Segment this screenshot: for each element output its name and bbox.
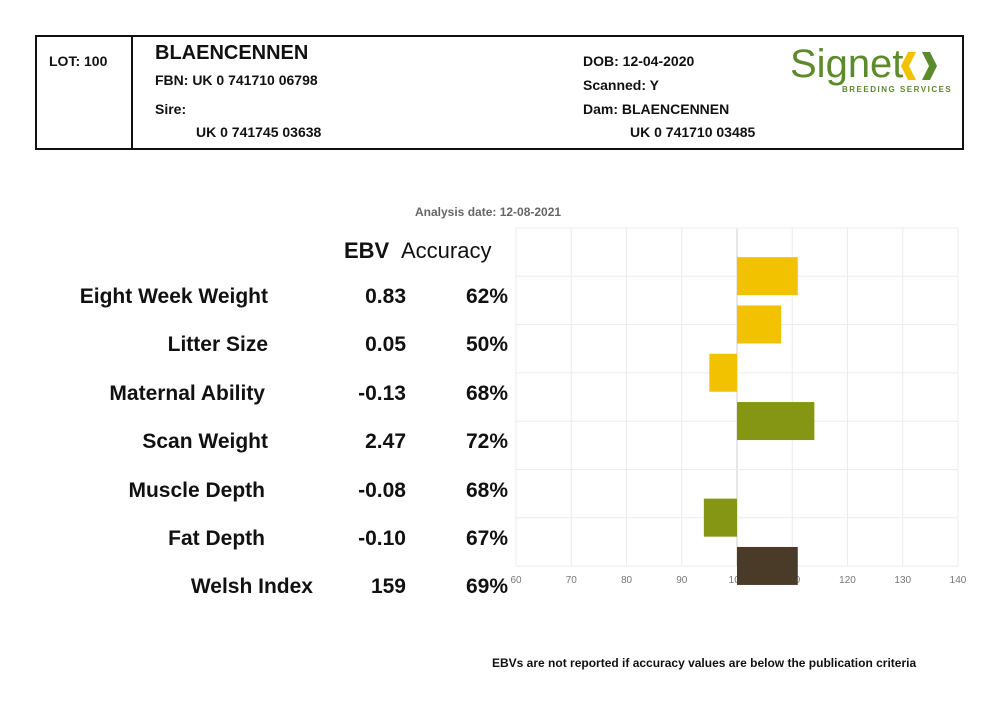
bar-welsh-index	[737, 546, 798, 585]
animal-name: BLAENCENNEN	[155, 42, 309, 64]
accuracy-value: 62%	[465, 285, 508, 308]
trait-label: Scan Weight	[142, 430, 268, 454]
scanned-status: Scanned: Y	[583, 77, 659, 93]
animal-header: LOT: 100	[35, 35, 964, 150]
analysis-date: Analysis date: 12-08-2021	[415, 205, 562, 219]
ebv-value: 2.47	[365, 430, 406, 454]
accuracy-column-header: Accuracy	[401, 238, 492, 263]
bar-fat-depth	[703, 498, 737, 537]
signet-logo: Signet	[790, 42, 904, 86]
x-tick-label: 90	[676, 575, 688, 586]
x-tick-label: 130	[894, 575, 911, 586]
fbn-number: FBN: UK 0 741710 06798	[155, 72, 318, 88]
accuracy-value: 67%	[465, 527, 508, 550]
bar-litter-size	[737, 305, 782, 344]
ebv-value: -0.10	[358, 527, 406, 550]
trait-label: Eight Week Weight	[79, 285, 268, 308]
trait-label: Welsh Index	[190, 575, 313, 599]
trait-label: Muscle Depth	[128, 478, 265, 502]
ebv-value: 159	[370, 575, 406, 599]
x-tick-label: 80	[621, 575, 633, 586]
sire-id: UK 0 741745 03638	[196, 124, 322, 140]
accuracy-value: 68%	[465, 381, 508, 405]
accuracy-value: 72%	[465, 430, 508, 454]
lot-cell: LOT: 100	[37, 37, 133, 148]
accuracy-value: 68%	[465, 478, 508, 502]
logo-subtitle: BREEDING SERVICES	[842, 85, 953, 94]
x-tick-label: 140	[950, 575, 967, 586]
ebv-value: 0.05	[365, 333, 406, 357]
ebv-value: -0.13	[358, 381, 406, 405]
accuracy-value: 69%	[465, 575, 508, 599]
x-tick-label: 60	[510, 575, 522, 586]
accuracy-value: 50%	[465, 333, 508, 357]
trait-label: Litter Size	[167, 333, 268, 357]
ebv-value: -0.08	[358, 478, 406, 502]
trait-label: Fat Depth	[168, 527, 265, 550]
x-tick-label: 120	[839, 575, 856, 586]
sire-label: Sire:	[155, 101, 187, 117]
bar-eight-week-weight	[737, 257, 798, 296]
lot-number: LOT: 100	[49, 53, 108, 69]
bar-maternal-ability	[709, 353, 737, 392]
bar-scan-weight	[737, 402, 815, 441]
ebv-column-header: EBV	[344, 238, 390, 263]
x-tick-label: 70	[566, 575, 578, 586]
publication-footnote: EBVs are not reported if accuracy values…	[492, 656, 917, 670]
ebv-value: 0.83	[365, 285, 406, 308]
date-of-birth: DOB: 12-04-2020	[583, 53, 695, 69]
dam-name: Dam: BLAENCENNEN	[583, 101, 730, 117]
trait-label: Maternal Ability	[109, 381, 265, 405]
dam-id: UK 0 741710 03485	[630, 124, 756, 140]
